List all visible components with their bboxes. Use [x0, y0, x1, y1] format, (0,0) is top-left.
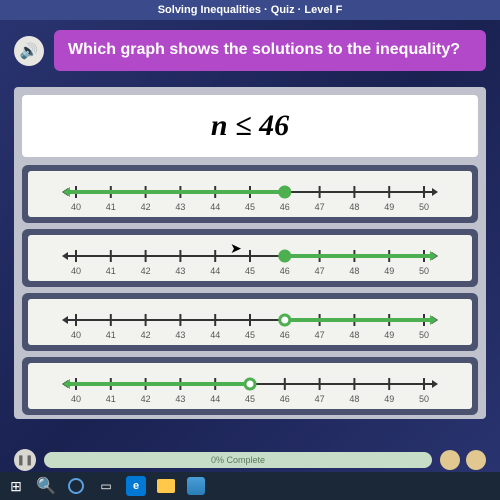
svg-text:42: 42: [141, 394, 151, 404]
footer-icon-1[interactable]: [440, 450, 460, 470]
inequality-text: n ≤ 46: [211, 109, 289, 142]
svg-text:47: 47: [315, 394, 325, 404]
audio-button[interactable]: 🔊: [14, 36, 44, 66]
svg-text:49: 49: [384, 266, 394, 276]
svg-text:44: 44: [210, 394, 220, 404]
window-title: Solving Inequalities · Quiz · Level F: [0, 0, 500, 20]
answer-option-4[interactable]: 40 41 42 43 44 45 46 47 48 49 50: [22, 357, 478, 415]
progress-indicator: 0% Complete: [44, 452, 432, 468]
svg-text:46: 46: [280, 266, 290, 276]
svg-text:48: 48: [349, 202, 359, 212]
svg-text:42: 42: [141, 330, 151, 340]
svg-text:44: 44: [210, 330, 220, 340]
svg-text:48: 48: [349, 266, 359, 276]
question-row: 🔊 Which graph shows the solutions to the…: [0, 20, 500, 81]
search-button[interactable]: 🔍: [36, 476, 56, 496]
footer-icon-2[interactable]: [466, 450, 486, 470]
svg-text:40: 40: [71, 266, 81, 276]
svg-text:45: 45: [245, 394, 255, 404]
svg-text:47: 47: [315, 330, 325, 340]
svg-text:45: 45: [245, 202, 255, 212]
cortana-button[interactable]: [66, 476, 86, 496]
question-prompt: Which graph shows the solutions to the i…: [54, 30, 486, 71]
start-button[interactable]: ⊞: [6, 476, 26, 496]
svg-text:41: 41: [106, 330, 116, 340]
taskbar: ⊞ 🔍 ▭ e: [0, 472, 500, 500]
svg-text:49: 49: [384, 394, 394, 404]
svg-text:50: 50: [419, 330, 429, 340]
numberline: 40 41 42 43 44 45 46 47 48 49 50: [28, 299, 472, 345]
svg-text:49: 49: [384, 330, 394, 340]
svg-text:42: 42: [141, 202, 151, 212]
store-icon[interactable]: [186, 476, 206, 496]
svg-text:44: 44: [210, 266, 220, 276]
footer-bar: ❚❚ 0% Complete: [0, 448, 500, 472]
speaker-icon: 🔊: [20, 42, 39, 60]
svg-text:46: 46: [280, 202, 290, 212]
svg-text:45: 45: [245, 266, 255, 276]
answer-option-2[interactable]: 40 41 42 43 44 45 46 47 48 49 50: [22, 229, 478, 287]
svg-text:41: 41: [106, 202, 116, 212]
inequality-display: n ≤ 46: [22, 95, 478, 157]
folder-icon[interactable]: [156, 476, 176, 496]
numberline: 40 41 42 43 44 45 46 47 48 49 50: [28, 171, 472, 217]
svg-text:49: 49: [384, 202, 394, 212]
svg-text:41: 41: [106, 266, 116, 276]
svg-text:46: 46: [280, 330, 290, 340]
svg-text:40: 40: [71, 394, 81, 404]
options-list: 40 41 42 43 44 45 46 47 48 49 50 40 41 42 43 44 45 46 47 48…: [22, 165, 478, 415]
svg-text:50: 50: [419, 266, 429, 276]
answer-option-3[interactable]: 40 41 42 43 44 45 46 47 48 49 50: [22, 293, 478, 351]
svg-text:50: 50: [419, 202, 429, 212]
pause-icon: ❚❚: [17, 455, 34, 466]
numberline: 40 41 42 43 44 45 46 47 48 49 50: [28, 363, 472, 409]
content-area: n ≤ 46 404142434445464748495040414243444…: [14, 87, 486, 419]
svg-text:43: 43: [175, 202, 185, 212]
svg-text:47: 47: [315, 202, 325, 212]
svg-text:46: 46: [280, 394, 290, 404]
answer-option-1[interactable]: 40 41 42 43 44 45 46 47 48 49 50: [22, 165, 478, 223]
svg-text:40: 40: [71, 202, 81, 212]
svg-text:41: 41: [106, 394, 116, 404]
svg-text:48: 48: [349, 394, 359, 404]
svg-text:47: 47: [315, 266, 325, 276]
edge-icon[interactable]: e: [126, 476, 146, 496]
svg-text:48: 48: [349, 330, 359, 340]
svg-text:40: 40: [71, 330, 81, 340]
svg-text:43: 43: [175, 394, 185, 404]
svg-text:44: 44: [210, 202, 220, 212]
footer-icons: [440, 450, 486, 470]
svg-text:43: 43: [175, 266, 185, 276]
svg-text:43: 43: [175, 330, 185, 340]
pause-button[interactable]: ❚❚: [14, 449, 36, 471]
svg-text:50: 50: [419, 394, 429, 404]
svg-text:42: 42: [141, 266, 151, 276]
numberline: 40 41 42 43 44 45 46 47 48 49 50: [28, 235, 472, 281]
svg-text:45: 45: [245, 330, 255, 340]
task-view-button[interactable]: ▭: [96, 476, 116, 496]
